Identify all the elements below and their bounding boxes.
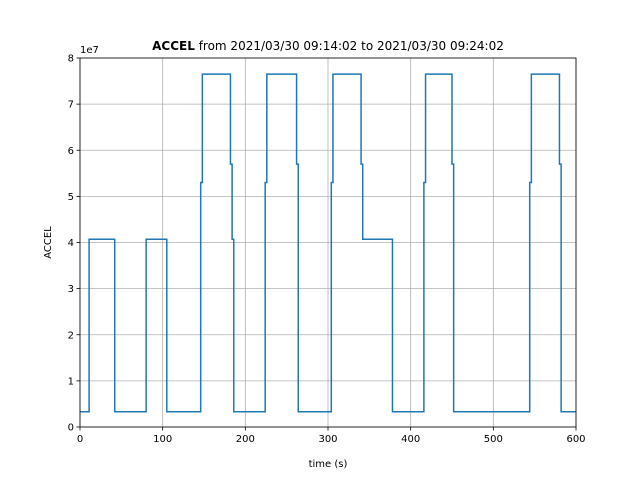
y-offset-label: 1e7 (80, 45, 99, 56)
ticks: 0 100 200 300 400 500 600 0 1 2 3 4 5 6 7 8 (68, 54, 586, 446)
y-tick-label: 8 (68, 54, 74, 65)
x-tick-label: 600 (566, 434, 585, 445)
x-tick-label: 0 (77, 434, 83, 445)
y-tick-label: 3 (68, 284, 74, 295)
series-layer (80, 73, 576, 413)
series-line (80, 73, 576, 413)
x-tick-label: 100 (153, 434, 172, 445)
x-tick-label: 500 (484, 434, 503, 445)
y-tick-label: 4 (68, 238, 74, 249)
grid (79, 57, 577, 428)
chart-title-bold: ACCEL (152, 39, 195, 53)
y-tick-label: 6 (68, 146, 74, 157)
y-tick-label: 7 (68, 100, 74, 111)
y-axis-label: ACCEL (43, 226, 54, 259)
y-tick-label: 0 (68, 423, 74, 434)
chart-title: ACCEL from 2021/03/30 09:14:02 to 2021/0… (152, 39, 504, 53)
x-tick-label: 400 (401, 434, 420, 445)
x-axis-label: time (s) (309, 459, 348, 470)
y-tick-label: 1 (68, 376, 74, 387)
x-tick-label: 200 (236, 434, 255, 445)
chart-title-rest: from 2021/03/30 09:14:02 to 2021/03/30 0… (195, 39, 504, 53)
x-tick-label: 300 (318, 434, 337, 445)
y-tick-label: 2 (68, 330, 74, 341)
y-tick-label: 5 (68, 192, 74, 203)
